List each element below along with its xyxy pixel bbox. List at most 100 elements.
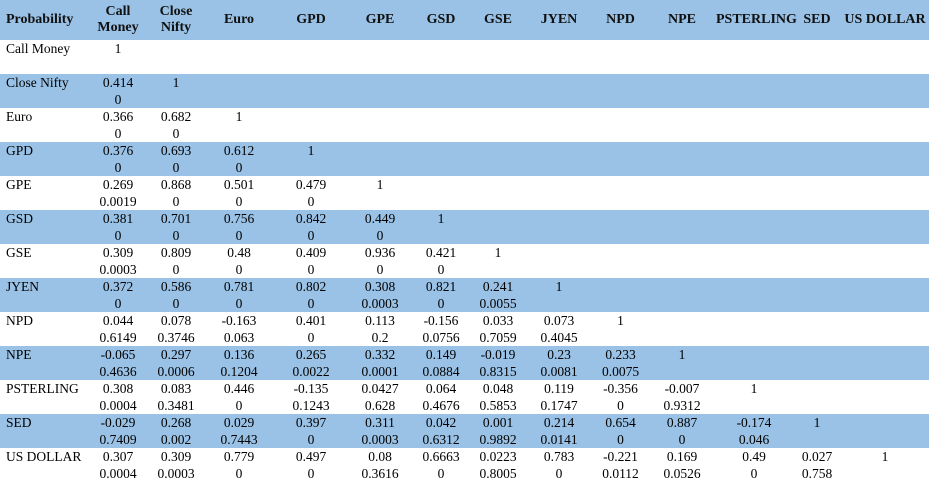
probability-cell: 0.0022 — [292, 363, 330, 379]
correlation-cell: -0.135 — [293, 380, 329, 396]
correlation-cell: 0.136 — [223, 346, 255, 362]
probability-cell: 0.063 — [223, 329, 255, 345]
correlation-cell: 0.397 — [295, 414, 327, 430]
correlation-cell — [348, 142, 412, 159]
correlation-cell — [793, 346, 841, 363]
probability-cell: 0.4636 — [99, 363, 137, 379]
correlation-cell: 0.682 — [160, 108, 192, 124]
correlation-cell — [841, 380, 929, 397]
probability-cell: 0 — [114, 295, 122, 311]
probability-cell — [841, 397, 929, 414]
correlation-cell — [793, 74, 841, 91]
probability-cell — [592, 125, 649, 142]
probability-cell: 0.0141 — [540, 431, 578, 447]
column-header: JYEN — [540, 12, 578, 27]
probability-cell: 0.6149 — [99, 329, 137, 345]
correlation-cell: 0.414 — [102, 74, 134, 90]
probability-cell: 0 — [235, 295, 243, 311]
probability-cell — [526, 295, 592, 312]
table-row: GSD 0.381 0.701 0.756 0.842 0.449 1 — [0, 210, 929, 227]
row-label-blank — [0, 57, 88, 74]
probability-cell: 0.0756 — [422, 329, 460, 345]
correlation-cell: 0.214 — [543, 414, 575, 430]
correlation-cell: 1 — [881, 448, 889, 464]
correlation-cell: 0.308 — [364, 278, 396, 294]
probability-cell — [470, 57, 526, 74]
probability-cell — [715, 363, 793, 380]
correlation-cell — [470, 108, 526, 125]
correlation-cell — [592, 108, 649, 125]
probability-cell: 0 — [114, 159, 122, 175]
probability-cell — [526, 57, 592, 74]
column-header: PSTERLING — [716, 12, 797, 27]
probability-cell — [715, 295, 793, 312]
correlation-cell: 0.401 — [295, 312, 327, 328]
table-row: GSE 0.309 0.809 0.48 0.409 0.936 0.421 1 — [0, 244, 929, 261]
probability-cell: 0.628 — [364, 397, 396, 413]
probability-cell — [649, 227, 715, 244]
probability-cell — [793, 431, 841, 448]
probability-cell — [841, 193, 929, 210]
correlation-cell — [715, 108, 793, 125]
row-label-blank — [0, 159, 88, 176]
probability-cell: 0.8315 — [479, 363, 517, 379]
probability-cell — [526, 125, 592, 142]
table-row: 0.6149 0.3746 0.063 0 0.2 0.0756 0.7059 0.4045 — [0, 329, 929, 346]
probability-cell: 0.3481 — [157, 397, 195, 413]
column-header: US DOLLAR — [844, 12, 926, 27]
correlation-cell — [526, 244, 592, 261]
probability-cell — [649, 329, 715, 346]
correlation-cell — [715, 142, 793, 159]
column-header: GPD — [296, 12, 326, 27]
correlation-cell: 0.381 — [102, 210, 134, 226]
table-row: 0.0004 0.3481 0 0.1243 0.628 0.4676 0.5853 0.17… — [0, 397, 929, 414]
row-label: NPE — [6, 346, 32, 362]
correlation-cell: 0.268 — [160, 414, 192, 430]
probability-cell — [793, 397, 841, 414]
probability-cell — [348, 57, 412, 74]
correlation-cell: 0.332 — [364, 346, 396, 362]
probability-cell — [793, 57, 841, 74]
correlation-cell: 1 — [678, 346, 686, 362]
correlation-cell: 0.781 — [223, 278, 255, 294]
probability-cell — [793, 295, 841, 312]
row-label-blank — [0, 363, 88, 380]
probability-cell: 0 — [678, 431, 686, 447]
correlation-cell: 0.042 — [425, 414, 457, 430]
probability-cell — [274, 159, 348, 176]
correlation-cell: 0.693 — [160, 142, 192, 158]
correlation-cell — [841, 414, 929, 431]
probability-cell: 0.1204 — [220, 363, 258, 379]
probability-cell — [715, 159, 793, 176]
correlation-cell — [649, 176, 715, 193]
probability-cell — [715, 261, 793, 278]
correlation-cell: 0.044 — [102, 312, 134, 328]
probability-cell — [470, 227, 526, 244]
correlation-cell: 0.309 — [102, 244, 134, 260]
column-header: Probability — [6, 12, 74, 27]
correlation-cell — [649, 244, 715, 261]
correlation-cell: -0.174 — [736, 414, 772, 430]
correlation-cell: 0.842 — [295, 210, 327, 226]
correlation-cell: 0.169 — [666, 448, 698, 464]
correlation-cell — [526, 210, 592, 227]
correlation-cell — [649, 108, 715, 125]
probability-cell — [592, 159, 649, 176]
correlation-cell: 1 — [750, 380, 758, 396]
probability-cell — [412, 159, 470, 176]
correlation-cell — [841, 108, 929, 125]
probability-cell — [841, 91, 929, 108]
probability-cell: 0 — [307, 295, 315, 311]
row-label: JYEN — [6, 278, 39, 294]
table-row: 0 0 0 0 0.0003 0 0.0055 — [0, 295, 929, 312]
correlation-cell — [793, 108, 841, 125]
correlation-cell — [274, 40, 348, 57]
correlation-cell — [526, 74, 592, 91]
probability-cell — [88, 57, 148, 74]
correlation-cell — [348, 74, 412, 91]
probability-cell: 0 — [172, 125, 180, 141]
correlation-cell: 0.311 — [365, 414, 395, 430]
correlation-cell: 0.501 — [223, 176, 255, 192]
column-header: NPE — [668, 12, 696, 27]
